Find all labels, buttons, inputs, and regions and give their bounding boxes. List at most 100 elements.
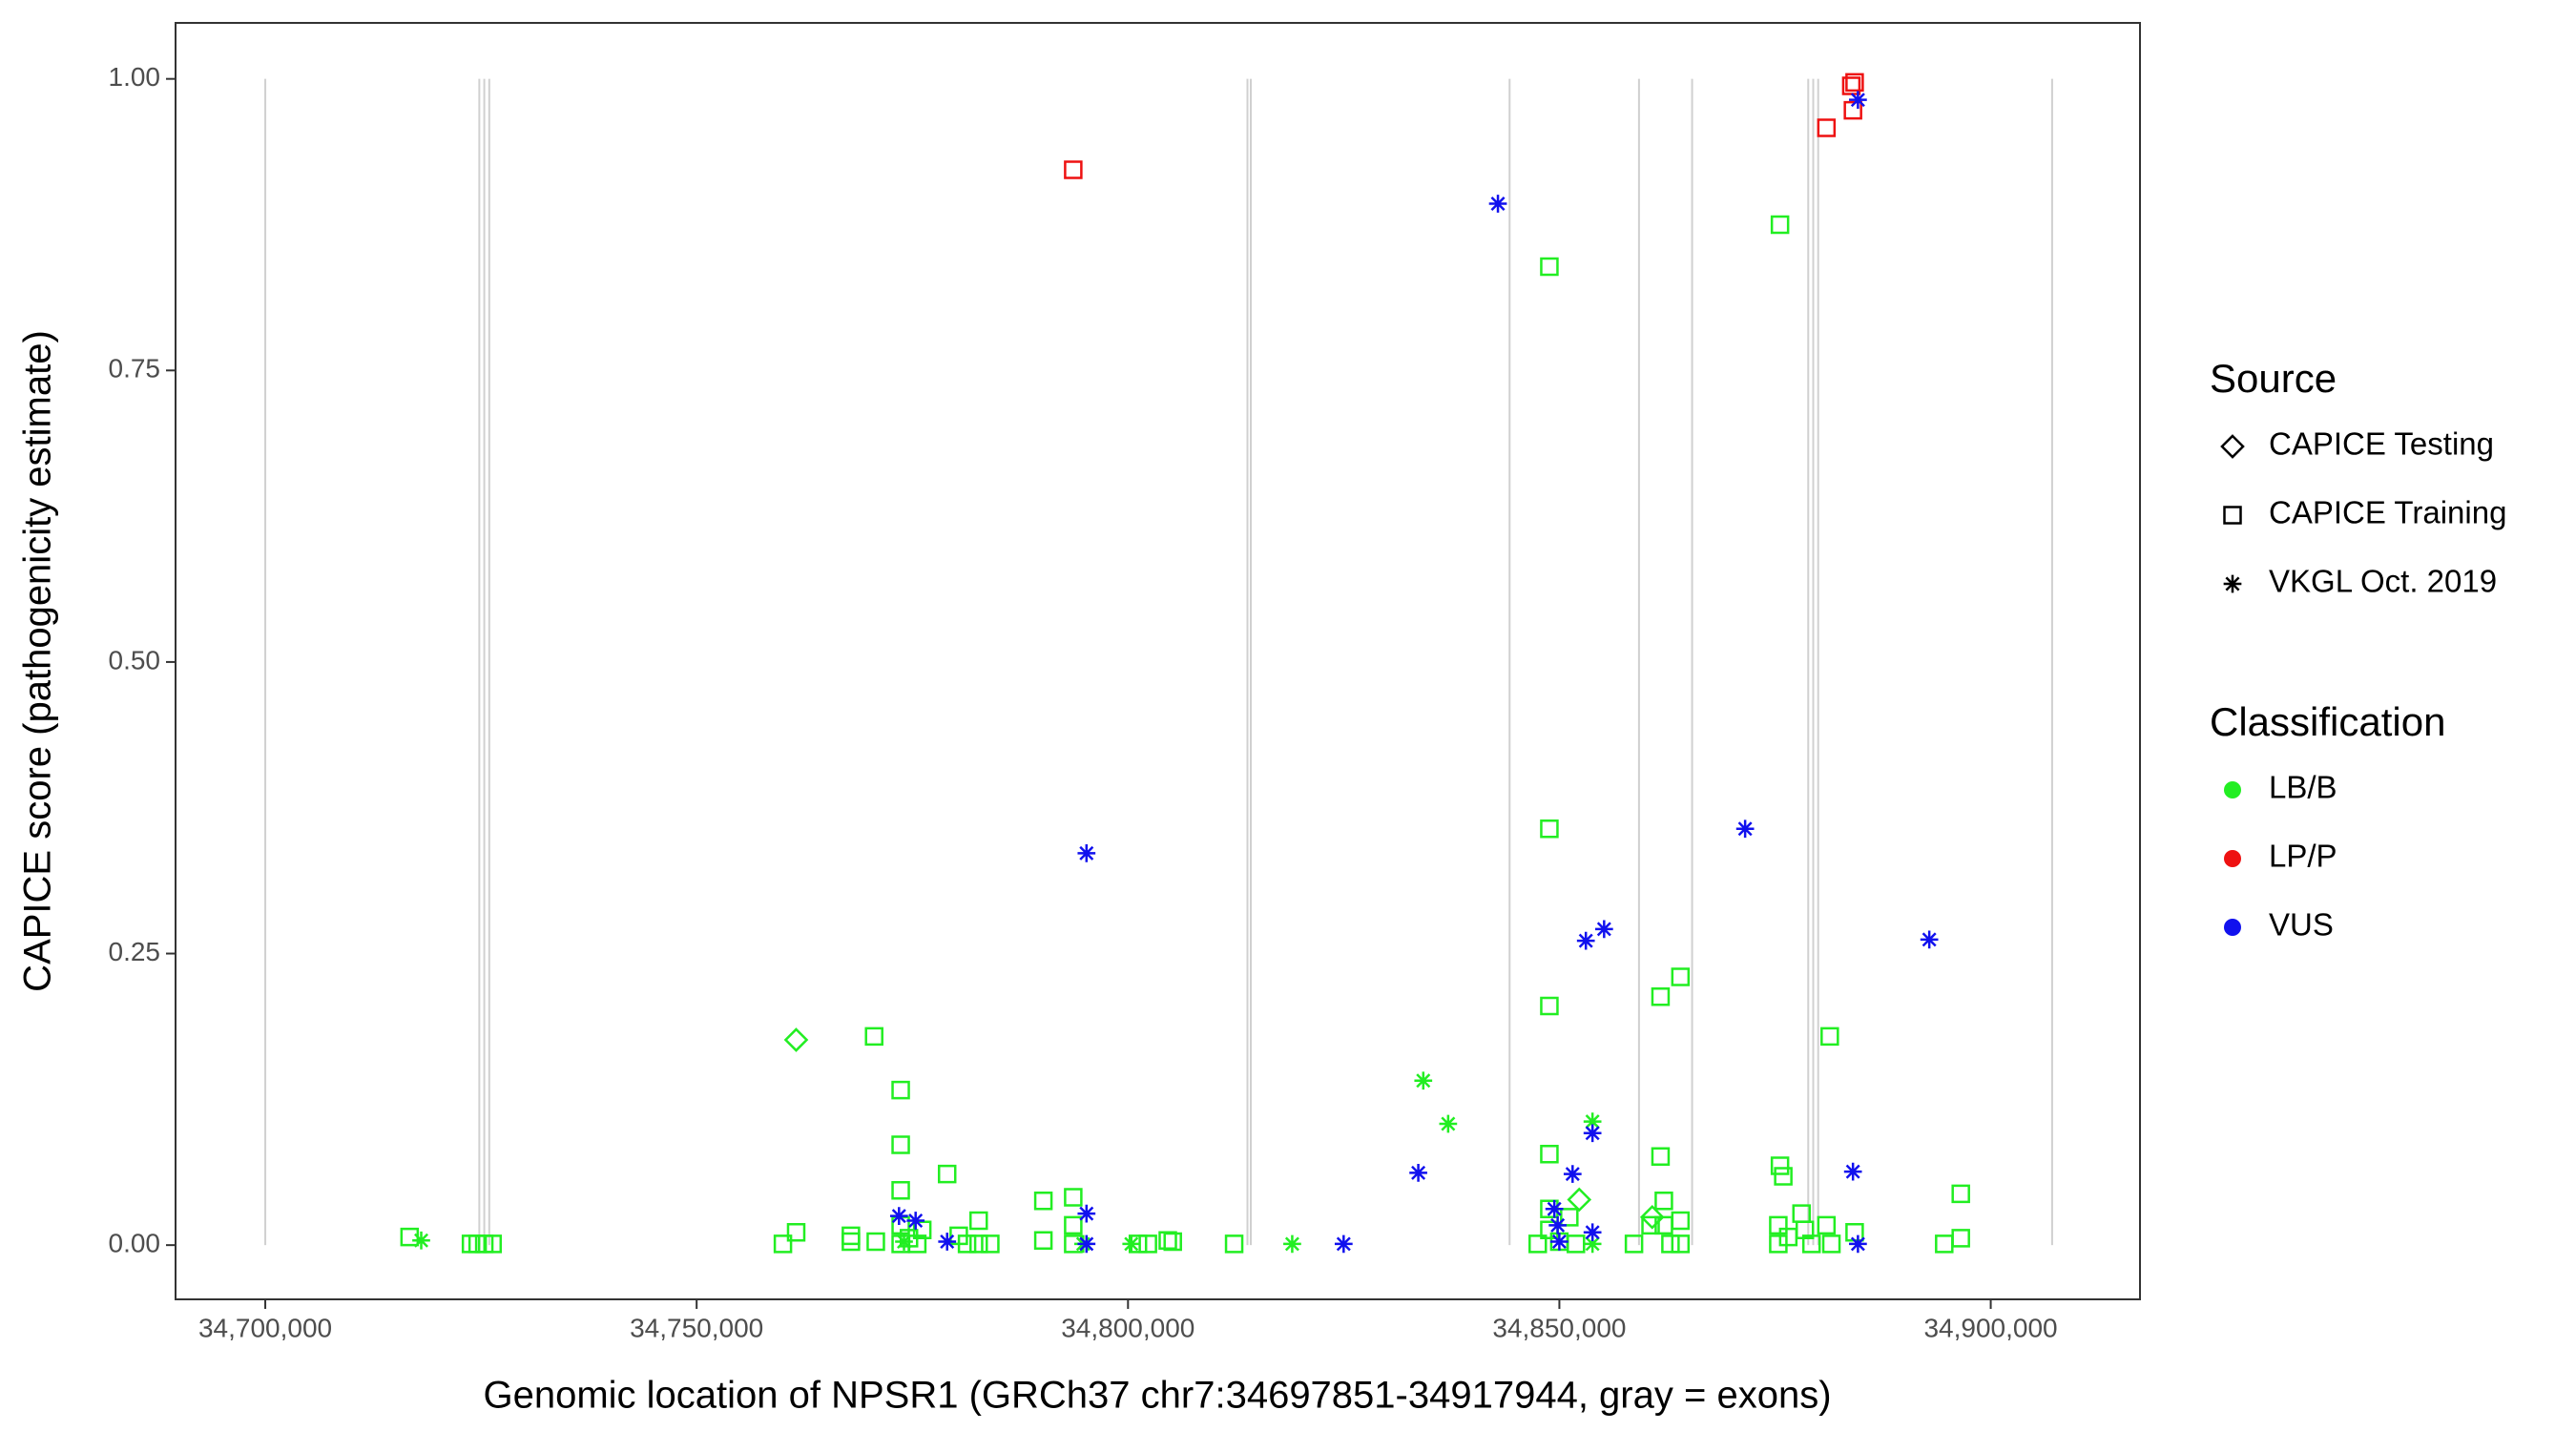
point	[1651, 987, 1671, 1006]
legend-key	[2223, 506, 2242, 525]
point	[783, 1027, 809, 1052]
point	[1792, 1204, 1812, 1223]
point	[1334, 1234, 1353, 1254]
point	[1849, 1234, 1867, 1254]
point	[1563, 1165, 1582, 1183]
point	[483, 1234, 503, 1254]
point	[1583, 1112, 1602, 1130]
point	[1671, 967, 1691, 986]
point	[1550, 1233, 1568, 1251]
point	[1409, 1164, 1427, 1182]
point	[1583, 1223, 1602, 1242]
point	[1064, 1188, 1083, 1207]
point	[1820, 1027, 1839, 1047]
point	[1158, 1231, 1177, 1251]
x-tick-label: 34,800,000	[1061, 1313, 1195, 1342]
legend-title: Source	[2210, 356, 2337, 401]
legend-key	[2224, 781, 2241, 798]
point	[1821, 1234, 1841, 1254]
point	[1540, 257, 1559, 277]
point	[969, 1211, 988, 1231]
legend-item: LB/B	[2269, 770, 2337, 805]
point	[1224, 1234, 1244, 1254]
point	[841, 1232, 861, 1252]
point	[889, 1207, 908, 1225]
point	[1033, 1191, 1053, 1211]
point	[937, 1164, 957, 1184]
x-axis-title: Genomic location of NPSR1 (GRCh37 chr7:3…	[483, 1375, 1831, 1417]
legend-title: Classification	[2210, 699, 2445, 744]
point	[1439, 1114, 1458, 1133]
point	[891, 1215, 910, 1235]
point	[981, 1234, 1000, 1254]
x-tick-label: 34,850,000	[1492, 1313, 1626, 1342]
point	[1841, 76, 1861, 95]
legend-key	[2220, 434, 2245, 459]
point	[1064, 160, 1083, 179]
legend-item: LP/P	[2269, 839, 2337, 874]
x-tick-label: 34,700,000	[198, 1313, 332, 1342]
point	[969, 1234, 988, 1254]
point	[1770, 215, 1790, 235]
point	[773, 1234, 793, 1254]
point	[1064, 1215, 1083, 1235]
point	[895, 1233, 913, 1251]
y-tick-label: 0.75	[109, 354, 161, 384]
point	[1735, 819, 1755, 839]
x-tick-label: 34,750,000	[630, 1313, 763, 1342]
point	[1567, 1187, 1592, 1213]
x-tick-label: 34,900,000	[1923, 1313, 2057, 1342]
point	[1845, 1222, 1864, 1242]
y-axis-title: CAPICE score (pathogenicity estimate)	[17, 330, 59, 992]
point	[1545, 1199, 1564, 1218]
point	[1770, 1156, 1790, 1175]
point	[1778, 1227, 1798, 1247]
legend-item: CAPICE Testing	[2269, 426, 2494, 462]
plot-frame	[175, 22, 2141, 1300]
point	[1583, 1124, 1602, 1143]
point	[1560, 1208, 1579, 1227]
point	[1583, 1234, 1602, 1254]
point	[1774, 1167, 1793, 1186]
point	[1843, 1162, 1862, 1181]
point	[1845, 73, 1864, 93]
y-tick-label: 1.00	[109, 62, 161, 92]
point	[1624, 1234, 1644, 1254]
point	[412, 1231, 430, 1250]
point	[1951, 1184, 1970, 1204]
point	[1661, 1234, 1680, 1254]
point	[906, 1212, 925, 1230]
point	[1540, 996, 1559, 1016]
point	[1122, 1234, 1141, 1254]
point	[1077, 1204, 1096, 1223]
point	[938, 1233, 957, 1251]
point	[1064, 1234, 1083, 1254]
legend-key	[2224, 850, 2241, 867]
point	[1548, 1216, 1567, 1234]
point	[1654, 1215, 1673, 1235]
point	[1654, 1191, 1673, 1211]
point	[891, 1135, 910, 1154]
point	[1540, 1220, 1559, 1240]
y-tick-label: 0.25	[109, 937, 161, 966]
point	[1935, 1234, 1954, 1254]
point	[1567, 1234, 1586, 1254]
point	[1920, 930, 1939, 949]
legend-item: VUS	[2269, 907, 2334, 943]
point	[1769, 1215, 1788, 1235]
point	[1163, 1232, 1182, 1252]
point	[866, 1232, 885, 1252]
point	[912, 1220, 932, 1240]
point	[1671, 1211, 1691, 1231]
point	[1801, 1234, 1821, 1254]
y-tick-label: 0.00	[109, 1229, 161, 1258]
point	[1540, 1145, 1559, 1164]
point	[1817, 118, 1837, 137]
point	[1795, 1220, 1815, 1240]
legend-key	[2224, 919, 2241, 936]
point	[1488, 195, 1507, 213]
point	[864, 1027, 883, 1047]
point	[1817, 1215, 1837, 1235]
point	[1033, 1231, 1053, 1251]
